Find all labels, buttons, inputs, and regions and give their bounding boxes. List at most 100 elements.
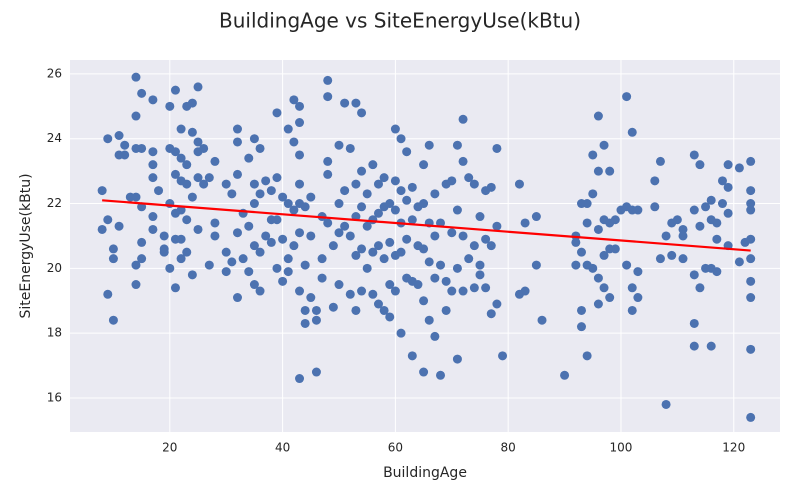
data-point [272,108,282,118]
data-point [103,215,113,225]
data-point [328,241,338,251]
data-point [481,234,491,244]
x-tick-label: 20 [162,441,177,455]
data-point [701,202,711,212]
data-point [413,280,423,290]
data-point [306,293,316,303]
data-point [221,179,231,189]
data-point [650,202,660,212]
data-point [622,92,632,102]
data-point [746,344,756,354]
data-point [182,215,192,225]
data-point [368,247,378,257]
data-point [210,156,220,166]
data-point [593,273,603,283]
data-point [746,156,756,166]
data-point [593,224,603,234]
x-tick-label: 60 [388,441,403,455]
data-point [475,260,485,270]
data-point [430,231,440,241]
data-point [458,231,468,241]
data-point [678,224,688,234]
y-tick-label: 22 [47,196,62,210]
data-point [610,215,620,225]
data-point [221,267,231,277]
data-point [464,173,474,183]
data-point [266,237,276,247]
data-point [199,143,209,153]
data-point [137,143,147,153]
data-point [396,134,406,144]
data-point [187,192,197,202]
data-point [633,267,643,277]
data-point [571,260,581,270]
data-point [176,124,186,134]
data-point [295,101,305,111]
data-point [441,305,451,315]
data-point [148,160,158,170]
data-point [672,215,682,225]
data-point [695,283,705,293]
data-point [323,169,333,179]
data-point [402,147,412,157]
x-tick-label: 100 [610,441,633,455]
data-point [193,173,203,183]
data-point [283,254,293,264]
data-point [746,186,756,196]
data-point [689,150,699,160]
data-point [97,224,107,234]
data-point [746,254,756,264]
data-point [176,205,186,215]
data-point [210,218,220,228]
data-point [695,221,705,231]
data-point [340,221,350,231]
data-point [311,305,321,315]
data-point [560,370,570,380]
data-point [373,299,383,309]
data-point [368,289,378,299]
data-point [340,98,350,108]
data-point [588,150,598,160]
data-point [531,260,541,270]
trend-line [102,199,751,252]
data-point [723,208,733,218]
data-point [430,331,440,341]
data-point [424,257,434,267]
data-point [402,234,412,244]
data-point [221,247,231,257]
data-point [97,186,107,196]
chart-title: BuildingAge vs SiteEnergyUse(kBtu) [219,9,581,33]
data-point [249,134,259,144]
data-point [717,199,727,209]
data-point [627,127,637,137]
data-point [627,305,637,315]
data-point [334,280,344,290]
data-point [447,176,457,186]
data-point [385,237,395,247]
data-point [266,186,276,196]
data-point [334,199,344,209]
data-point [627,283,637,293]
data-point [667,250,677,260]
data-point [340,186,350,196]
data-point [148,147,158,157]
data-point [148,212,158,222]
data-point [283,267,293,277]
data-point [148,95,158,105]
data-point [165,101,175,111]
data-point [232,137,242,147]
data-point [712,267,722,277]
y-tick-label: 26 [47,66,62,80]
data-point [385,199,395,209]
data-point [311,367,321,377]
data-point [289,95,299,105]
data-point [452,140,462,150]
data-point [295,118,305,128]
data-point [131,280,141,290]
data-point [419,296,429,306]
data-point [661,399,671,409]
data-point [108,315,118,325]
data-point [385,312,395,322]
data-point [588,263,598,273]
data-point [357,108,367,118]
